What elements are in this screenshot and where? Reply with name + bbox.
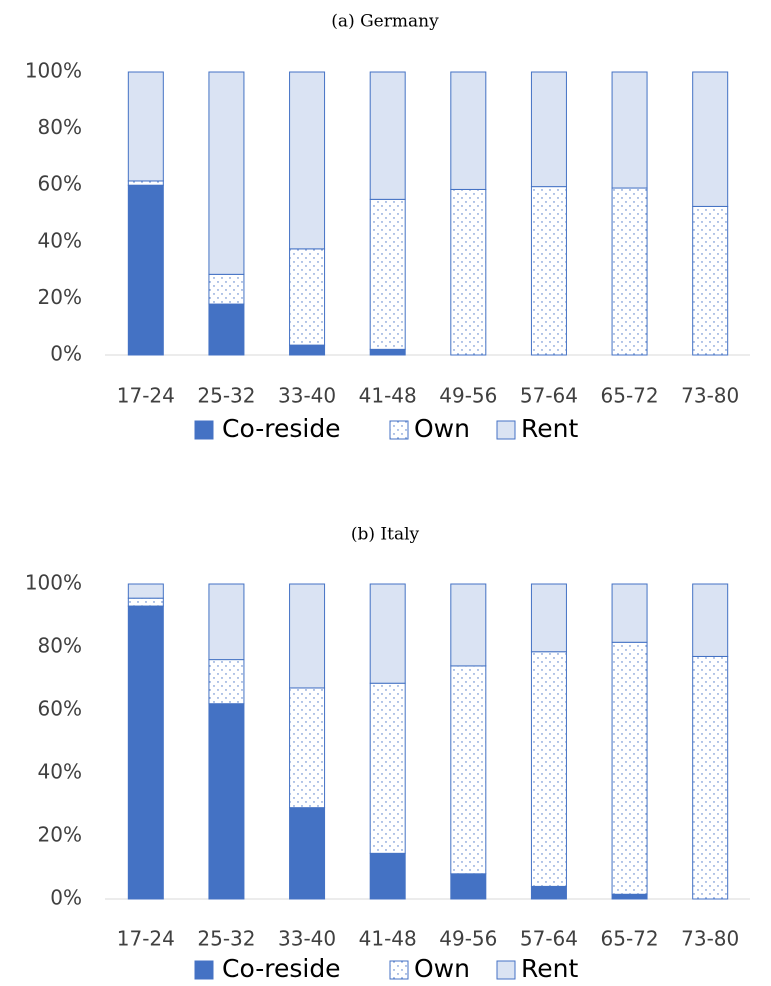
bar-segment	[530, 583, 567, 653]
bar-segment	[127, 184, 164, 356]
x-tick-label: 41-48	[359, 384, 417, 408]
bar-segment	[208, 659, 245, 705]
bar-segment	[289, 71, 326, 250]
bar-segment	[692, 583, 729, 657]
bar-segment	[127, 583, 164, 599]
bar-segment	[369, 71, 406, 200]
legend-label: Rent	[521, 954, 578, 983]
legend-swatch	[389, 960, 409, 980]
bar-segment	[208, 583, 245, 661]
bar-segment	[611, 583, 648, 643]
x-tick-label: 17-24	[117, 927, 175, 951]
bar-segment	[611, 893, 648, 900]
bar-segment	[127, 605, 164, 900]
x-tick-label: 65-72	[601, 927, 659, 951]
y-tick-label: 40%	[38, 760, 82, 784]
bar-segment	[611, 71, 648, 189]
chart-title: (b) Italy	[351, 525, 420, 545]
bar-segment	[450, 665, 487, 875]
bar-segment	[530, 885, 567, 900]
bar-segment	[208, 273, 245, 305]
x-tick-label: 33-40	[278, 927, 336, 951]
bar-segment	[289, 344, 326, 356]
x-tick-label: 41-48	[359, 927, 417, 951]
x-tick-label: 73-80	[681, 384, 739, 408]
y-tick-label: 20%	[38, 823, 82, 847]
chart-title: (a) Germany	[331, 12, 439, 32]
x-tick-label: 17-24	[117, 384, 175, 408]
y-tick-label: 60%	[38, 697, 82, 721]
bar-segment	[530, 71, 567, 188]
bar-segment	[450, 873, 487, 900]
y-tick-label: 80%	[38, 115, 82, 139]
bar-segment	[692, 655, 729, 900]
x-tick-label: 57-64	[520, 384, 578, 408]
y-tick-label: 100%	[25, 571, 82, 595]
bar-segment	[289, 687, 326, 809]
x-tick-label: 33-40	[278, 384, 336, 408]
y-tick-label: 0%	[50, 886, 82, 910]
bar-segment	[369, 348, 406, 356]
x-tick-label: 25-32	[197, 384, 255, 408]
legend-swatch	[194, 960, 214, 980]
bar-segment	[127, 597, 164, 607]
bar-segment	[450, 583, 487, 667]
legend-swatch	[496, 960, 516, 980]
bar-segment	[127, 180, 164, 186]
bar-segment	[530, 186, 567, 356]
x-tick-label: 57-64	[520, 927, 578, 951]
bar-segment	[692, 71, 729, 207]
bar-segment	[611, 641, 648, 895]
x-tick-label: 65-72	[601, 384, 659, 408]
bar-segment	[208, 303, 245, 356]
bar-segment	[369, 198, 406, 350]
y-tick-label: 100%	[25, 59, 82, 83]
bar-segment	[208, 703, 245, 900]
bar-segment	[369, 583, 406, 684]
bar-segment	[611, 187, 648, 356]
legend-swatch	[389, 420, 409, 440]
legend-swatch	[496, 420, 516, 440]
y-tick-label: 0%	[50, 342, 82, 366]
y-tick-label: 60%	[38, 172, 82, 196]
y-tick-label: 80%	[38, 634, 82, 658]
bar-segment	[369, 682, 406, 854]
legend-label: Co-reside	[222, 954, 341, 983]
legend-label: Co-reside	[222, 414, 341, 443]
y-tick-label: 40%	[38, 228, 82, 252]
bar-segment	[450, 71, 487, 190]
bar-segment	[530, 651, 567, 887]
bar-segment	[289, 807, 326, 900]
bar-segment	[289, 583, 326, 689]
bar-segment	[369, 852, 406, 900]
bar-segment	[692, 205, 729, 356]
x-tick-label: 49-56	[439, 927, 497, 951]
legend-swatch	[194, 420, 214, 440]
legend-label: Own	[414, 954, 470, 983]
bar-segment	[208, 71, 245, 275]
y-tick-label: 20%	[38, 285, 82, 309]
bar-segment	[450, 188, 487, 356]
x-tick-label: 49-56	[439, 384, 497, 408]
bar-segment	[289, 248, 326, 346]
legend-label: Own	[414, 414, 470, 443]
x-tick-label: 25-32	[197, 927, 255, 951]
legend-label: Rent	[521, 414, 578, 443]
x-tick-label: 73-80	[681, 927, 739, 951]
bar-segment	[127, 71, 164, 182]
